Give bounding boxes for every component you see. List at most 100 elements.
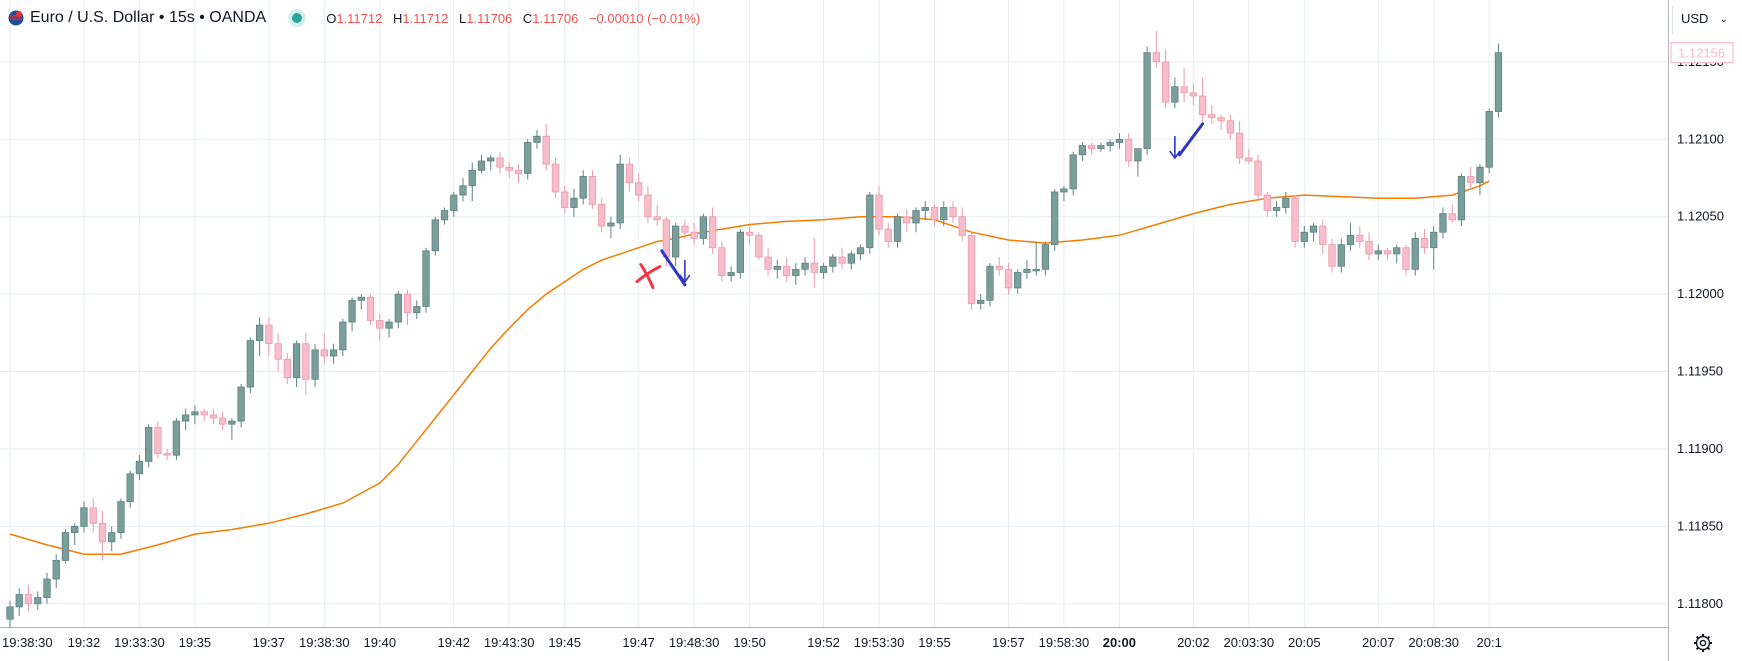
- time-axis[interactable]: 19:38:30 19:32 19:33:30 19:35 19:37 19:38:30 1…: [2, 635, 1502, 650]
- market-status-icon[interactable]: [292, 13, 303, 23]
- candle: [838, 247, 846, 270]
- candle-body-down: [1189, 92, 1198, 97]
- candle-body-down: [24, 594, 33, 605]
- candle: [477, 154, 486, 174]
- candle: [6, 600, 14, 629]
- candle-body-up: [671, 225, 680, 258]
- candle: [884, 222, 892, 248]
- x-tick-label: 19:38:30: [299, 635, 350, 650]
- candle-body-up: [394, 293, 402, 323]
- candle-body-up: [579, 176, 587, 199]
- candle: [505, 162, 513, 179]
- close-label: C: [522, 10, 533, 26]
- candle: [1457, 173, 1466, 227]
- candle: [1014, 269, 1022, 295]
- annotation-stroke: [1177, 122, 1205, 157]
- candle: [1115, 133, 1124, 149]
- candle-body-up: [1134, 148, 1142, 162]
- candle: [561, 185, 569, 214]
- candle-body-up: [108, 532, 116, 543]
- candle-body-up: [977, 299, 985, 304]
- candle: [1263, 191, 1271, 217]
- candle-body-up: [1309, 225, 1318, 233]
- candle-body-up: [1439, 213, 1447, 233]
- candle: [940, 201, 948, 227]
- candle-body-down: [782, 265, 791, 276]
- candle-body-down: [218, 417, 227, 425]
- candle: [598, 198, 606, 233]
- candle: [376, 314, 384, 341]
- candle-body-down: [302, 343, 310, 380]
- candle: [514, 164, 523, 183]
- candle-body-up: [847, 253, 855, 264]
- candle: [1365, 232, 1373, 261]
- candle: [1328, 238, 1336, 273]
- candle-body-down: [154, 426, 162, 455]
- candle-body-up: [792, 268, 800, 276]
- candle-body-up: [736, 231, 745, 273]
- price-axis[interactable]: 1.121501.121001.120501.120001.119501.119…: [1670, 42, 1734, 611]
- current-price-badge: [1670, 42, 1734, 64]
- candle-body-down: [1263, 194, 1271, 211]
- candle: [1476, 164, 1484, 196]
- candle-body-up: [145, 426, 153, 462]
- candle-body-down: [1217, 117, 1225, 122]
- candle: [228, 418, 236, 440]
- symbol-name: Euro / U.S. Dollar: [30, 9, 155, 26]
- candle: [34, 591, 42, 610]
- candle-body-up: [921, 207, 929, 211]
- symbol-title[interactable]: Euro / U.S. Dollar • 15s • OANDA: [30, 9, 267, 26]
- candle: [616, 154, 624, 230]
- candle: [145, 424, 153, 468]
- candle-body-up: [912, 210, 920, 224]
- candle: [496, 151, 504, 174]
- annotations: [635, 122, 1205, 290]
- candle-body-up: [117, 501, 125, 533]
- candle: [912, 207, 920, 233]
- settings-gear-icon[interactable]: [1692, 632, 1714, 654]
- candle-body-down: [1402, 247, 1410, 270]
- candle-body-up: [1430, 231, 1438, 249]
- x-tick-label: 20:07: [1362, 635, 1395, 650]
- candle: [1134, 148, 1142, 177]
- candle-body-up: [43, 578, 51, 598]
- candle: [727, 266, 735, 282]
- candle: [440, 207, 449, 225]
- candle: [1402, 244, 1410, 276]
- currency-selector[interactable]: USD ⌄: [1672, 6, 1736, 34]
- candle: [1088, 142, 1096, 155]
- candle: [24, 585, 33, 612]
- candle: [819, 263, 828, 279]
- candle: [1097, 142, 1105, 152]
- candle-body-up: [413, 306, 421, 314]
- candle-body-down: [98, 522, 107, 543]
- candle: [718, 241, 726, 282]
- candle: [320, 332, 328, 364]
- open-label: O: [326, 10, 337, 26]
- x-tick-label: 19:43:30: [484, 635, 535, 650]
- candle-body-up: [126, 473, 134, 503]
- interval-label: 15s: [168, 9, 195, 26]
- candle: [792, 263, 800, 285]
- candle: [588, 170, 597, 209]
- candle: [117, 498, 125, 539]
- candle-body-up: [1014, 272, 1022, 289]
- x-tick-label: 20:00: [1103, 635, 1136, 650]
- candle-body-down: [884, 228, 892, 242]
- candle-body-up: [311, 349, 319, 380]
- candle-body-up: [422, 250, 430, 307]
- candle-body-up: [468, 169, 476, 187]
- candle: [1448, 204, 1456, 223]
- candle: [163, 448, 171, 460]
- x-tick-label: 20:08:30: [1408, 635, 1459, 650]
- candle: [773, 260, 781, 279]
- candle: [1069, 151, 1077, 196]
- candle: [1217, 114, 1225, 131]
- candle-body-up: [477, 160, 486, 171]
- candle: [524, 139, 532, 180]
- candle: [736, 229, 745, 279]
- candle: [533, 130, 541, 149]
- candle-body-down: [764, 256, 772, 270]
- candle: [1420, 229, 1429, 254]
